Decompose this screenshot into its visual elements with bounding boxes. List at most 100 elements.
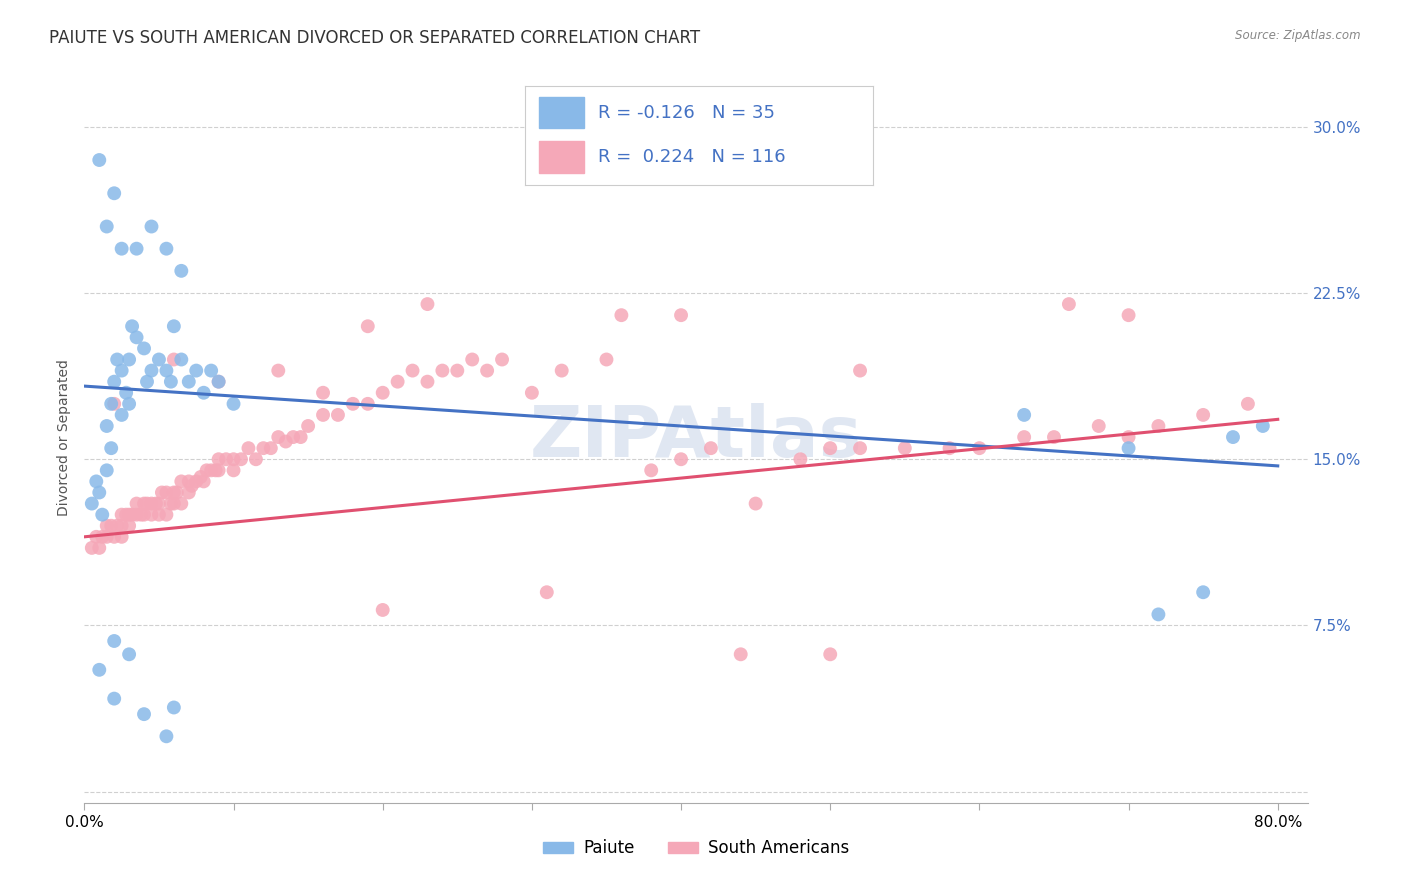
Point — [105, 352, 128, 367]
Point — [252, 441, 274, 455]
Point — [91, 530, 114, 544]
Point — [193, 475, 215, 489]
Point — [290, 430, 312, 444]
Point — [118, 648, 141, 662]
Point — [136, 497, 159, 511]
Point — [1118, 441, 1140, 455]
Point — [91, 508, 114, 522]
Point — [166, 485, 188, 500]
Point — [96, 219, 118, 234]
Point — [89, 485, 111, 500]
Point — [121, 508, 143, 522]
Point — [536, 585, 558, 599]
Point — [371, 385, 394, 400]
Point — [118, 397, 141, 411]
Point — [155, 363, 177, 377]
Point — [163, 497, 186, 511]
Point — [132, 508, 155, 522]
Point — [111, 242, 134, 256]
Point — [222, 452, 245, 467]
Point — [207, 452, 229, 467]
Point — [155, 508, 177, 522]
Point — [150, 485, 173, 500]
Point — [387, 375, 409, 389]
Point — [207, 463, 229, 477]
Point — [141, 508, 163, 522]
Point — [96, 518, 118, 533]
Point — [200, 463, 222, 477]
Point — [84, 530, 107, 544]
Point — [432, 363, 454, 377]
Point — [818, 648, 841, 662]
Point — [125, 242, 148, 256]
Point — [170, 352, 193, 367]
Point — [170, 264, 193, 278]
Point — [245, 452, 267, 467]
Point — [103, 530, 125, 544]
Point — [163, 700, 186, 714]
Point — [297, 419, 319, 434]
Point — [80, 497, 103, 511]
Point — [155, 729, 177, 743]
Point — [1012, 408, 1035, 422]
Point — [357, 397, 380, 411]
Text: PAIUTE VS SOUTH AMERICAN DIVORCED OR SEPARATED CORRELATION CHART: PAIUTE VS SOUTH AMERICAN DIVORCED OR SEP… — [49, 29, 700, 46]
Point — [129, 508, 152, 522]
Point — [401, 363, 423, 377]
Point — [141, 363, 163, 377]
Point — [1192, 408, 1215, 422]
Point — [283, 430, 305, 444]
Point — [215, 452, 238, 467]
Point — [1237, 397, 1260, 411]
Point — [103, 186, 125, 201]
Point — [80, 541, 103, 555]
Point — [229, 452, 252, 467]
Point — [207, 375, 229, 389]
Point — [357, 319, 380, 334]
Point — [190, 470, 212, 484]
Point — [312, 385, 335, 400]
Point — [1147, 419, 1170, 434]
Point — [125, 330, 148, 344]
Point — [416, 375, 439, 389]
Point — [461, 352, 484, 367]
Point — [789, 452, 811, 467]
Point — [96, 530, 118, 544]
Point — [640, 463, 662, 477]
Point — [103, 634, 125, 648]
Point — [141, 497, 163, 511]
Point — [111, 408, 134, 422]
Point — [155, 485, 177, 500]
Point — [148, 352, 170, 367]
Point — [849, 441, 872, 455]
Y-axis label: Divorced or Separated: Divorced or Separated — [58, 359, 72, 516]
Point — [163, 319, 186, 334]
Point — [849, 363, 872, 377]
Point — [520, 385, 543, 400]
Point — [1118, 308, 1140, 322]
Point — [195, 463, 218, 477]
Point — [177, 475, 200, 489]
Point — [125, 508, 148, 522]
Point — [118, 352, 141, 367]
Point — [180, 479, 202, 493]
Point — [1057, 297, 1080, 311]
Point — [115, 385, 138, 400]
Point — [491, 352, 513, 367]
Point — [96, 463, 118, 477]
Point — [132, 497, 155, 511]
Point — [669, 452, 692, 467]
Point — [818, 441, 841, 455]
Point — [103, 691, 125, 706]
Point — [238, 441, 260, 455]
Point — [1087, 419, 1109, 434]
Point — [274, 434, 297, 449]
Point — [96, 419, 118, 434]
Point — [200, 363, 222, 377]
Point — [610, 308, 633, 322]
Point — [326, 408, 349, 422]
Point — [111, 363, 134, 377]
Point — [1012, 430, 1035, 444]
Point — [111, 530, 134, 544]
Point — [100, 397, 122, 411]
